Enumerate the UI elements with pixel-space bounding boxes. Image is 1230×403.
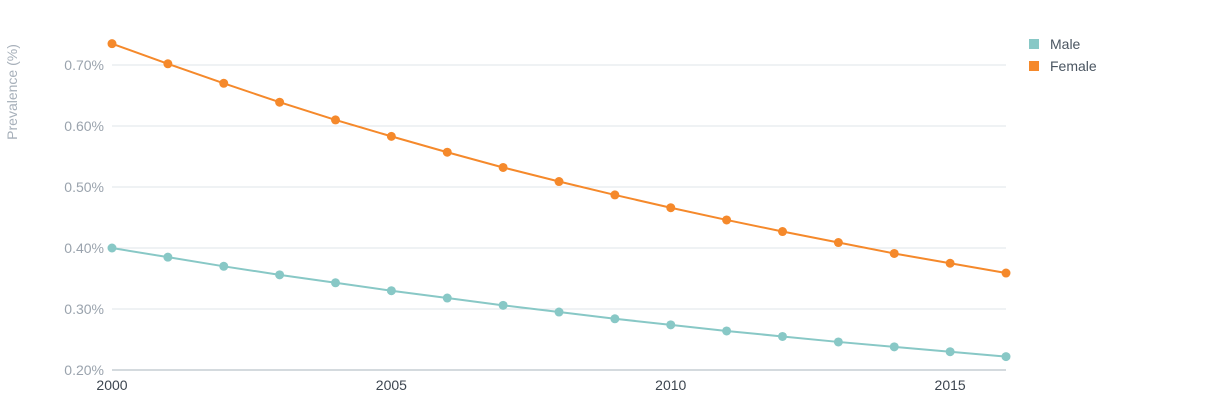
y-tick-label: 0.70% [64,57,104,73]
data-point-female[interactable] [722,215,732,225]
data-point-female[interactable] [889,248,899,258]
data-point-male[interactable] [219,261,229,271]
data-point-male[interactable] [833,337,843,347]
data-point-male[interactable] [331,278,340,288]
legend-label-female: Female [1050,58,1097,74]
data-point-female[interactable] [107,39,117,49]
data-point-female[interactable] [666,203,676,213]
legend-swatch-female [1029,61,1039,71]
legend-item-male[interactable]: Male [1029,33,1097,55]
data-point-female[interactable] [498,162,508,172]
y-axis-ticks: 0.20% 0.30% 0.40% 0.50% 0.60% 0.70% [64,57,104,378]
legend-label-male: Male [1050,36,1081,52]
y-tick-label: 0.30% [64,301,104,317]
data-point-female[interactable] [610,190,620,200]
data-point-female[interactable] [275,97,285,107]
y-tick-label: 0.40% [64,240,104,256]
legend: Male Female [1029,33,1097,77]
series-lines [107,39,1011,362]
x-tick-label: 2010 [655,377,686,393]
y-axis-title: Prevalence (%) [4,44,20,140]
data-point-female[interactable] [554,177,564,187]
data-point-male[interactable] [275,270,285,280]
data-point-male[interactable] [163,252,173,262]
x-tick-label: 2015 [935,377,966,393]
x-tick-label: 2005 [376,377,407,393]
series-line-male [111,247,1007,358]
legend-item-female[interactable]: Female [1029,55,1097,77]
x-tick-label: 2000 [96,377,127,393]
data-point-female[interactable] [163,59,173,69]
data-point-male[interactable] [945,347,955,357]
data-point-male[interactable] [778,331,787,341]
data-point-male[interactable] [1001,352,1011,362]
data-point-male[interactable] [722,326,732,336]
data-point-female[interactable] [1001,268,1011,278]
data-point-male[interactable] [107,243,117,253]
y-tick-label: 0.20% [64,362,104,378]
data-point-female[interactable] [442,147,452,157]
y-tick-label: 0.60% [64,118,104,134]
data-point-female[interactable] [219,78,229,88]
data-point-male[interactable] [442,293,452,303]
data-point-female[interactable] [386,131,396,141]
data-point-male[interactable] [498,300,508,310]
data-point-male[interactable] [554,307,564,317]
y-tick-label: 0.50% [64,179,104,195]
data-point-male[interactable] [666,320,676,330]
data-point-male[interactable] [386,286,396,296]
data-point-female[interactable] [945,258,955,268]
legend-swatch-male [1029,39,1039,49]
x-axis-ticks: 2000 2005 2010 2015 [96,377,965,393]
data-point-female[interactable] [331,115,340,125]
gridlines [112,64,1006,371]
data-point-female[interactable] [778,227,787,237]
data-point-male[interactable] [889,342,899,352]
data-point-male[interactable] [610,314,620,324]
data-point-female[interactable] [833,238,843,248]
series-line-female [111,42,1007,274]
